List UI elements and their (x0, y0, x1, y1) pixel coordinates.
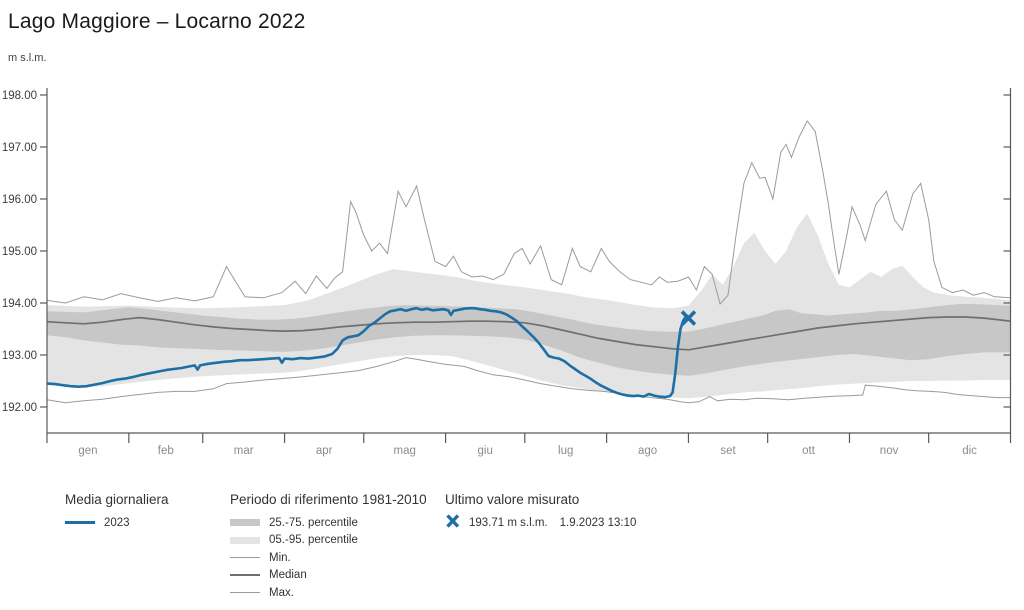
month-label: ago (638, 445, 657, 457)
month-label: apr (316, 445, 333, 457)
x-marker-icon (445, 514, 463, 531)
y-tick-label: 193.00 (2, 350, 37, 362)
median-line (46, 316, 1011, 351)
month-label: feb (158, 445, 174, 457)
band-05-95-percentile (47, 213, 1011, 399)
month-label: nov (880, 445, 899, 457)
legend-last-measured-title: Ultimo valore misurato (445, 492, 580, 507)
month-label: giu (478, 445, 493, 457)
month-label: ott (802, 445, 816, 457)
last-measured-value: 193.71 m s.l.m. (469, 516, 548, 529)
legend-item-last-value: 193.71 m s.l.m. 1.9.2023 13:10 (445, 514, 636, 532)
blue-line-swatch-icon (65, 521, 95, 525)
line-2023 (46, 306, 690, 399)
legend-item-p25-75-label: 25.-75. percentile (269, 516, 358, 529)
legend-daily-mean: Media giornaliera 2023 (65, 492, 169, 532)
max-line-swatch-icon (230, 592, 260, 594)
legend-item-median-label: Median (269, 569, 307, 582)
month-label: mag (393, 445, 415, 457)
month-label: lug (558, 445, 573, 457)
y-tick-label: 195.00 (2, 246, 37, 258)
legend-item-p05-95: 05.-95. percentile (230, 532, 427, 550)
legend-daily-mean-title: Media giornaliera (65, 492, 169, 507)
legend-item-min-label: Min. (269, 551, 291, 564)
legend-reference-period-title: Periodo di riferimento 1981-2010 (230, 492, 427, 507)
last-measured-x-marker (680, 310, 697, 326)
min-line (46, 357, 1011, 404)
max-line (46, 120, 1011, 306)
axes-frame (46, 88, 1012, 434)
light-band-swatch-icon (230, 536, 260, 544)
legend-item-p25-75: 25.-75. percentile (230, 514, 427, 532)
legend-item-max-label: Max. (269, 586, 294, 599)
month-label: dic (962, 445, 977, 457)
y-tick-label: 198.00 (2, 90, 37, 102)
legend-item-p05-95-label: 05.-95. percentile (269, 534, 358, 547)
y-axis-unit-label: m s.l.m. (8, 52, 47, 64)
legend-item-2023: 2023 (65, 514, 169, 532)
legend-last-measured: Ultimo valore misurato 193.71 m s.l.m. 1… (445, 492, 636, 532)
month-label: set (720, 445, 736, 457)
legend-item-min: Min. (230, 549, 427, 567)
min-line-swatch-icon (230, 557, 260, 559)
month-label: mar (234, 445, 254, 457)
legend: Media giornaliera 2023 Periodo di riferi… (0, 492, 1024, 607)
band-25-75-percentile (47, 304, 1011, 376)
legend-item-median: Median (230, 567, 427, 585)
y-tick-label: 194.00 (2, 298, 37, 310)
last-measured-datetime: 1.9.2023 13:10 (559, 516, 637, 529)
page-title: Lago Maggiore – Locarno 2022 (8, 10, 306, 33)
dark-band-swatch-icon (230, 519, 260, 527)
y-tick-label: 192.00 (2, 402, 37, 414)
lake-level-chart: m s.l.m. 192.00 193.00 194.00 195.00 196.00 19… (2, 52, 1012, 457)
legend-item-max: Max. (230, 584, 427, 602)
month-label: gen (78, 445, 97, 457)
legend-item-2023-label: 2023 (104, 516, 130, 529)
y-tick-label: 196.00 (2, 194, 37, 206)
legend-reference-period: Periodo di riferimento 1981-2010 25.-75.… (230, 492, 427, 602)
y-tick-label: 197.00 (2, 142, 37, 154)
median-line-swatch-icon (230, 574, 260, 577)
